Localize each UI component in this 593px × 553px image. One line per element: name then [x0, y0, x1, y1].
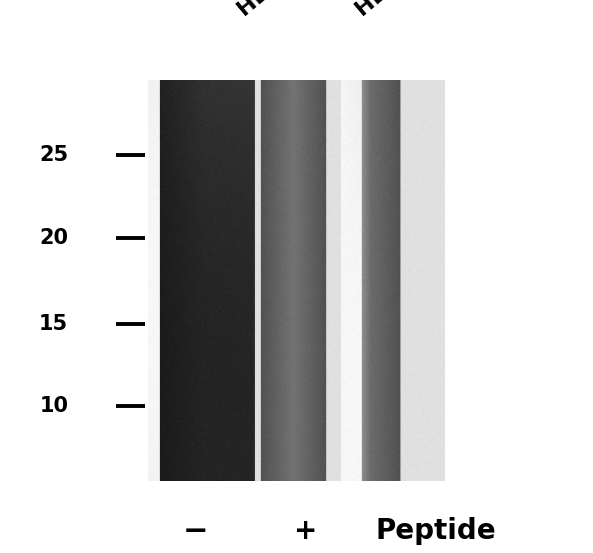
Text: −: −	[183, 517, 209, 546]
Text: 15: 15	[39, 314, 68, 333]
Text: HEK-293: HEK-293	[233, 0, 326, 19]
Text: Peptide: Peptide	[375, 517, 496, 545]
Text: 10: 10	[39, 397, 68, 416]
Text: HEK-293: HEK-293	[352, 0, 445, 19]
Text: 25: 25	[39, 145, 68, 165]
Text: 20: 20	[39, 228, 68, 248]
Text: +: +	[294, 517, 317, 545]
